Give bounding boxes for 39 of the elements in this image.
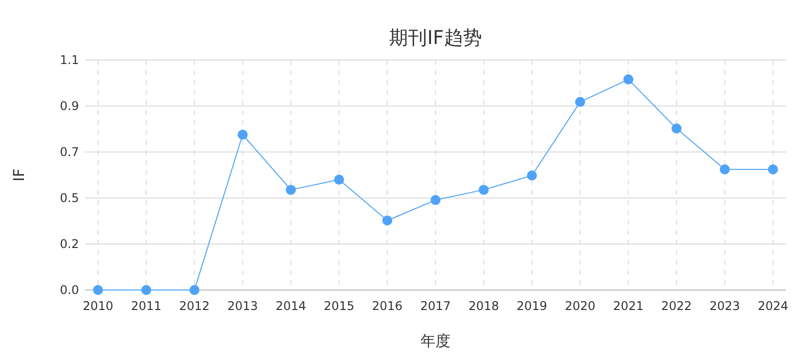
point bbox=[189, 285, 200, 295]
point bbox=[286, 184, 296, 195]
point bbox=[478, 184, 489, 195]
x-axis-title: 年度 bbox=[420, 332, 450, 350]
point bbox=[768, 164, 778, 174]
x-tick-label: 2022 bbox=[661, 299, 692, 313]
point bbox=[720, 164, 730, 174]
x-tick-label: 2024 bbox=[758, 299, 788, 313]
point bbox=[93, 285, 104, 295]
chart-title: 期刊IF趋势 bbox=[389, 27, 482, 49]
y-tick-label: 1.1 bbox=[60, 53, 79, 68]
y-tick-label: 0.9 bbox=[60, 99, 79, 114]
x-tick-label: 2021 bbox=[613, 299, 644, 313]
point bbox=[526, 170, 537, 181]
y-tick-label: 0.5 bbox=[60, 191, 79, 206]
x-tick-label: 2019 bbox=[516, 299, 548, 313]
point bbox=[334, 174, 344, 185]
x-tick-label: 2015 bbox=[324, 299, 354, 313]
x-tick-label: 2023 bbox=[710, 299, 740, 313]
x-tick-label: 2020 bbox=[564, 299, 596, 313]
point bbox=[430, 195, 440, 206]
point bbox=[382, 215, 392, 226]
y-tick-label: 0.7 bbox=[60, 145, 79, 160]
y-tick-label: 0.0 bbox=[60, 283, 79, 298]
x-tick-label: 2017 bbox=[420, 299, 451, 313]
y-tick-label: 0.2 bbox=[60, 237, 79, 252]
x-tick-label: 2014 bbox=[276, 299, 306, 313]
x-tick-label: 2010 bbox=[82, 299, 114, 313]
point bbox=[672, 123, 682, 134]
x-tick-label: 2012 bbox=[179, 299, 210, 313]
point bbox=[141, 285, 152, 295]
x-tick-label: 2013 bbox=[227, 299, 258, 313]
x-tick-label: 2018 bbox=[468, 299, 499, 313]
x-tick-label: 2011 bbox=[130, 299, 162, 313]
point bbox=[623, 74, 634, 84]
y-axis-title: IF bbox=[10, 168, 28, 182]
x-tick-label: 2016 bbox=[372, 299, 403, 313]
point bbox=[238, 130, 248, 140]
point bbox=[575, 96, 586, 107]
